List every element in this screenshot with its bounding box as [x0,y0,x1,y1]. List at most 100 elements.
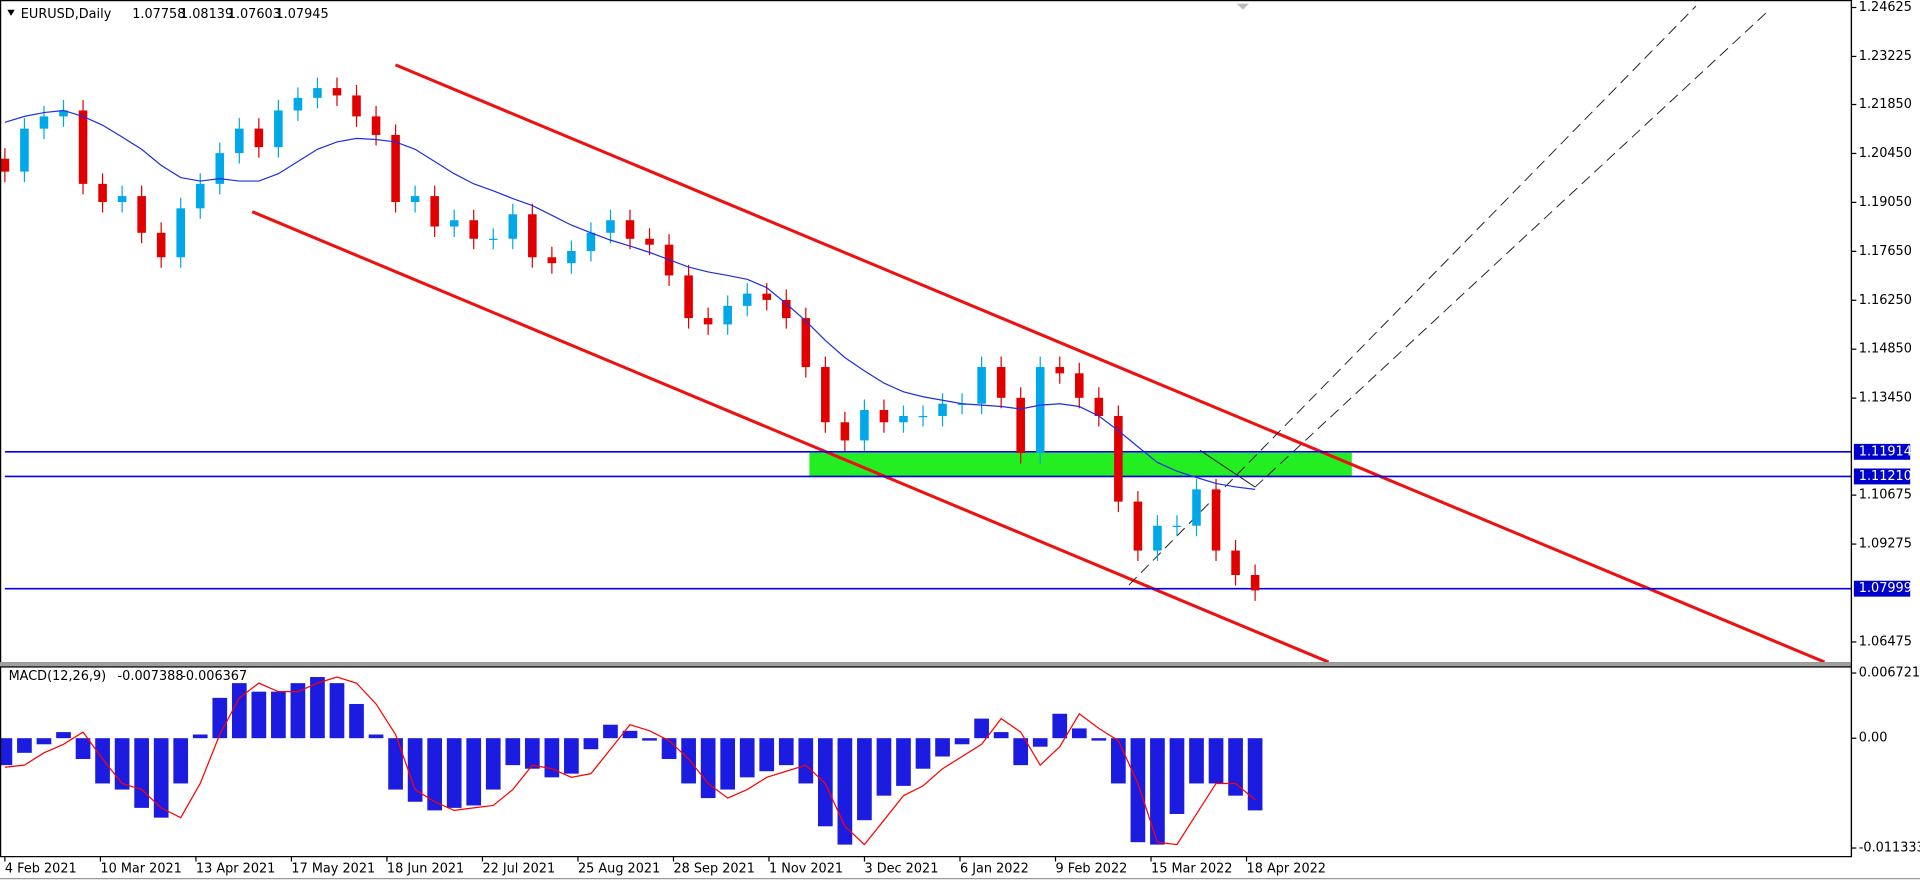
macd-bar [75,738,91,760]
candle-body [1094,397,1104,416]
macd-bar [857,738,872,821]
macd-bar [1032,738,1048,747]
zone [809,452,1352,478]
level-label-box [1853,468,1911,485]
shift-marker [1236,3,1249,10]
candle-body [391,134,400,203]
macd-bar [642,738,657,741]
x-tick-label: 18 Jun 2021 [387,861,464,876]
macd-bar [876,738,892,796]
x-tick-label: 18 Apr 2022 [1247,861,1326,876]
menu-triangle[interactable] [7,9,15,16]
y-tick-label: 1.21850 [1859,97,1912,112]
macd-bar [17,738,32,753]
candle-body [39,116,49,129]
candle-body [781,299,791,319]
macd-bar [778,738,794,766]
y-tick-label: 1.17650 [1859,244,1912,259]
macd-bar [1208,738,1224,784]
macd-bar [329,683,345,739]
x-tick-label: 28 Sep 2021 [673,861,754,876]
candle-body [1153,525,1162,551]
macd-bar [173,738,189,784]
macd-bar [798,738,814,784]
candle-body [742,293,752,306]
candle-body [176,208,185,258]
macd-bar [36,738,52,745]
macd-bar [1130,738,1146,843]
macd-bar [56,732,71,739]
x-tick-label: 1 Nov 2021 [769,861,843,876]
level-label-box [1853,443,1911,460]
x-tick-label: 15 Mar 2022 [1151,861,1232,876]
y2-tick-label: 0.006721 [1859,666,1920,681]
candle-body [879,410,889,423]
candle-body [586,232,596,251]
macd-bar [603,724,618,739]
candle-body [0,158,10,172]
macd-bar [974,718,989,739]
x-tick-label: 25 Aug 2021 [578,861,660,876]
overlay: 1.077581.081391.076031.07945-0.007388-0.… [4,0,1920,876]
candle-body [156,232,166,258]
macd-bar [427,738,443,811]
macd-bar [0,738,13,766]
trend-line [251,210,1330,664]
macd-bar [1013,738,1029,766]
macd-bar [524,738,540,769]
candle-body [703,318,713,325]
candle-body [840,422,850,441]
dashed-line [1254,9,1770,488]
trend-line [394,63,1826,664]
macd-signal [4,676,1256,846]
y-tick-label: 1.19050 [1859,195,1912,210]
candle-body [410,196,420,203]
y-tick-label: 1.14850 [1859,342,1912,357]
macd-bar [349,703,364,739]
x-tick-label: 3 Dec 2021 [864,861,938,876]
y-tick-label: 1.20450 [1859,146,1912,161]
x-tick-label: 22 Jul 2021 [482,861,555,876]
candle-body [938,403,947,416]
macd-bar [1189,738,1204,784]
quote-value: 1.07945 [276,7,329,22]
candle-body [508,214,518,239]
moving-average [4,109,1256,490]
candle-body [684,275,693,319]
macd-bar [1150,738,1165,845]
candle-body [137,196,146,233]
candle-body [801,318,811,368]
candle-body [20,128,29,172]
candle-body [1114,415,1123,502]
macd-bar [896,738,911,786]
quote-value: 1.07758 [132,7,185,22]
candle-body [645,238,654,245]
candle-body [488,238,498,240]
candle-body [332,88,342,96]
y-tick-label: 1.16250 [1859,293,1912,308]
macd-bar [153,738,169,818]
candle-body [918,415,928,418]
macd-bar [564,738,579,774]
macd-bar [681,738,696,784]
candle-body [215,153,225,184]
macd-bar [720,738,736,790]
candle-body [274,110,283,148]
candle-body [547,257,557,264]
candle-body [430,196,439,227]
macd-bar [1247,738,1263,811]
x-tick-label: 6 Jan 2022 [960,861,1029,876]
macd-bar [192,734,208,739]
candle-body [528,214,537,258]
macd-bar [993,732,1009,739]
macd-bar [583,738,599,750]
macd-bar [1071,728,1087,739]
macd-bar [739,738,755,778]
candle-body [1055,367,1065,374]
quote-value: 1.08139 [180,7,233,22]
candle-body [1035,367,1045,454]
candle-body [1016,397,1025,454]
